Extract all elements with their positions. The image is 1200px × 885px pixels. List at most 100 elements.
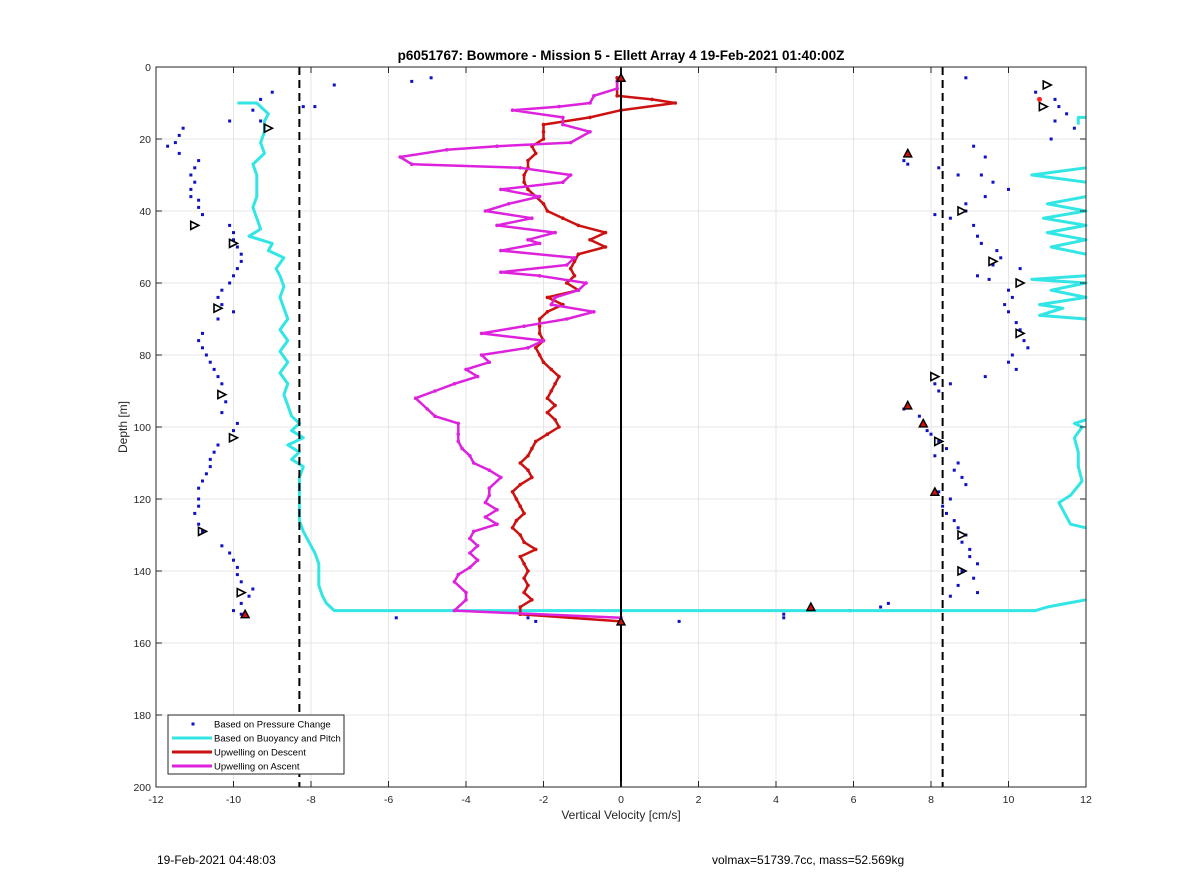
pressure-point — [968, 547, 972, 551]
pressure-point — [1007, 288, 1010, 292]
filled-marker — [615, 615, 627, 626]
descent-point — [518, 504, 523, 509]
descent-point — [530, 446, 534, 451]
ascent-point — [588, 101, 592, 105]
pressure-point — [964, 76, 968, 80]
pressure-point — [220, 303, 224, 307]
descent-point — [518, 461, 523, 465]
ascent-point — [483, 500, 488, 505]
descent-point — [572, 274, 577, 278]
ascent-point — [468, 536, 472, 541]
pressure-point — [945, 447, 948, 451]
y-tick-label: 20 — [139, 134, 151, 146]
filled-marker — [805, 601, 817, 612]
pressure-point — [972, 144, 976, 148]
filled-marker — [239, 608, 251, 619]
pressure-point — [216, 317, 220, 321]
pressure-point — [201, 213, 204, 217]
ascent-point — [588, 130, 592, 134]
ascent-point — [483, 515, 488, 519]
descent-point — [588, 238, 592, 242]
pressure-point — [1072, 126, 1076, 130]
pressure-point — [247, 594, 251, 598]
triangle-marker — [228, 432, 240, 444]
ascent-point — [506, 202, 511, 206]
pressure-point — [948, 594, 952, 598]
ascent-point — [572, 255, 577, 260]
pressure-point — [429, 76, 433, 80]
pressure-point — [235, 573, 239, 577]
ascent-point — [471, 529, 476, 534]
ascent-point — [530, 216, 534, 220]
ascent-point — [460, 446, 464, 451]
ascent-point — [452, 608, 457, 613]
y-tick-label: 40 — [139, 206, 151, 218]
ascent-point — [468, 565, 472, 570]
pressure-point — [216, 375, 220, 379]
pressure-point — [394, 616, 398, 620]
pressure-point — [197, 159, 201, 163]
descent-point — [530, 598, 534, 602]
pressure-point — [189, 187, 193, 191]
ascent-point — [553, 230, 557, 235]
legend-label: Based on Pressure Change — [214, 720, 331, 731]
pressure-point — [960, 540, 964, 544]
pressure-point — [917, 414, 921, 418]
y-tick-label: 160 — [133, 638, 151, 650]
ascent-point — [487, 486, 492, 491]
legend-label: Upwelling on Descent — [214, 748, 306, 759]
pressure-point — [902, 159, 906, 163]
ascent-point — [526, 238, 530, 242]
filled-marker — [902, 147, 913, 158]
pressure-point — [177, 151, 181, 155]
ascent-point — [487, 360, 492, 365]
pressure-point — [933, 213, 937, 217]
pressure-point — [995, 249, 999, 253]
filled-marker — [929, 486, 941, 496]
pressure-point — [208, 465, 212, 469]
pressure-point — [313, 105, 317, 109]
footer-timestamp: 19-Feb-2021 04:48:03 — [157, 853, 276, 867]
pressure-point — [235, 267, 239, 271]
x-tick-label: -6 — [384, 794, 393, 806]
pressure-point — [232, 558, 235, 562]
pressure-point — [197, 497, 201, 501]
descent-point — [522, 576, 526, 580]
pressure-point — [976, 234, 979, 238]
pressure-point — [925, 429, 929, 433]
buoyancy-line — [237, 101, 1087, 613]
pressure-point — [204, 472, 208, 476]
y-tick-label: 200 — [133, 782, 151, 794]
descent-point — [533, 346, 538, 350]
pressure-point — [232, 274, 235, 278]
triangle-marker — [988, 256, 999, 267]
ascent-point — [537, 241, 542, 246]
pressure-point — [189, 173, 193, 177]
descent-point — [541, 122, 546, 127]
pressure-point — [235, 565, 239, 569]
pressure-point — [239, 580, 243, 584]
triangle-marker — [1042, 79, 1054, 91]
y-tick-label: 140 — [133, 566, 151, 578]
pressure-point — [239, 259, 243, 263]
pressure-point — [166, 144, 170, 148]
ascent-point — [413, 396, 418, 401]
pressure-point — [208, 457, 212, 461]
descent-point — [541, 360, 546, 365]
ascent-point — [592, 310, 596, 314]
x-tick-label: -2 — [539, 794, 548, 806]
ascent-point — [553, 295, 557, 300]
triangle-marker — [228, 238, 240, 249]
descent-point — [537, 331, 542, 336]
ascent-point — [475, 374, 480, 379]
pressure-point — [216, 295, 220, 299]
pressure-point — [1014, 367, 1018, 371]
descent-point — [518, 533, 523, 537]
pressure-point — [979, 173, 983, 177]
descent-point — [522, 173, 526, 177]
triangle-marker — [1015, 328, 1026, 339]
pressure-point — [1007, 360, 1010, 364]
ascent-point — [468, 551, 472, 555]
plot-data — [166, 67, 1088, 787]
ascent-point — [561, 115, 565, 120]
